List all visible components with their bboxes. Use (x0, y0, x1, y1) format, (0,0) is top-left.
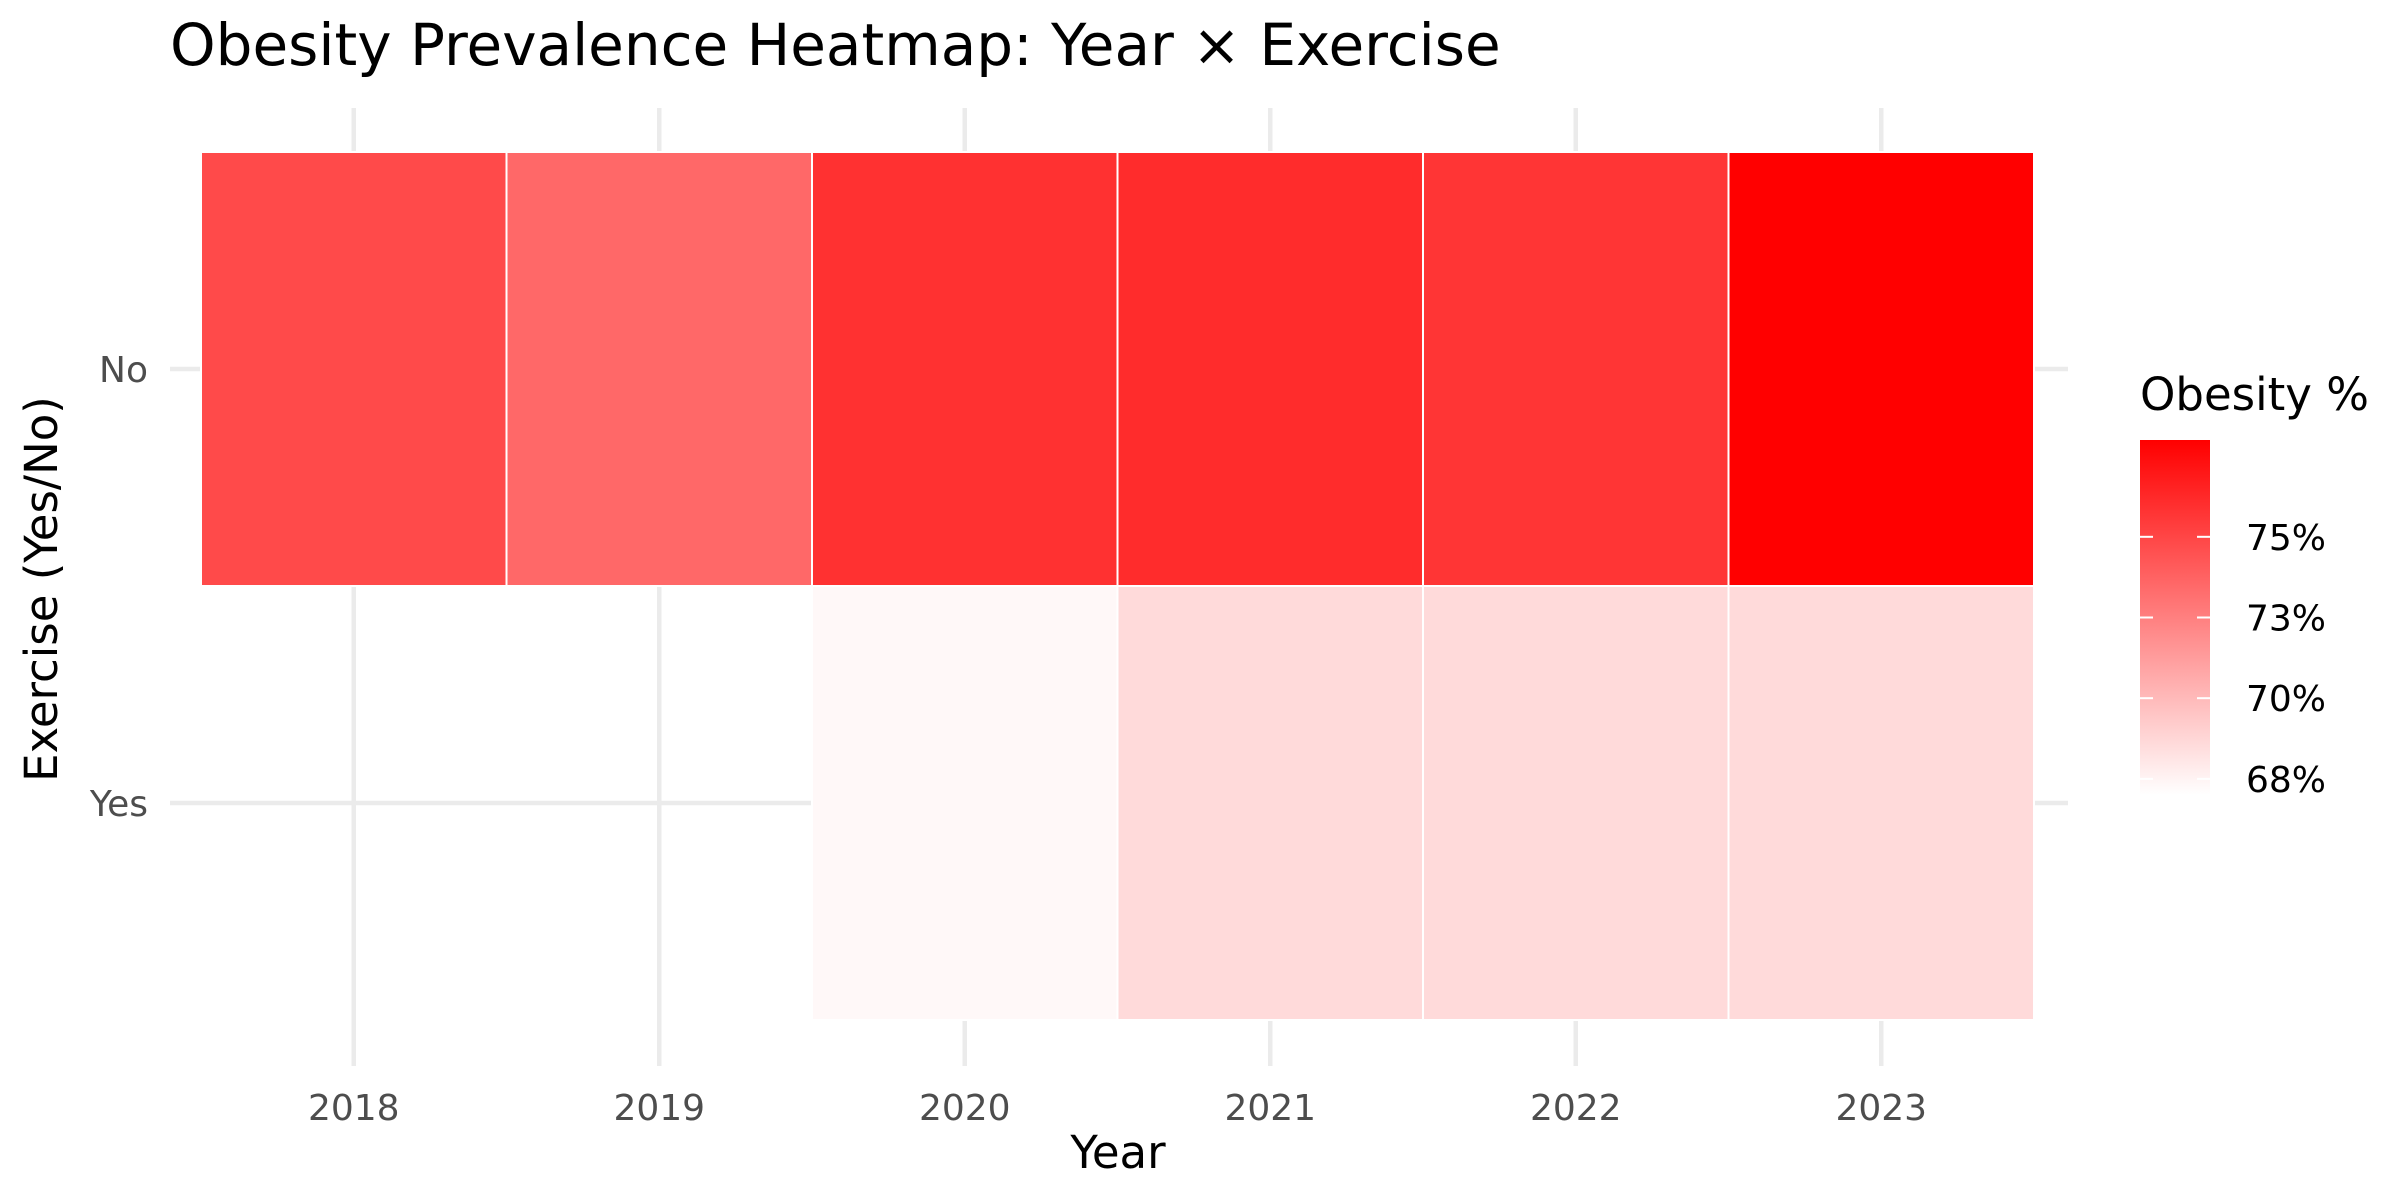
x-tick-label-2020: 2020 (919, 1088, 1011, 1129)
legend-title: Obesity % (2140, 368, 2369, 421)
x-tick-label-2022: 2022 (1530, 1088, 1622, 1129)
heatmap-cell-2018-no (200, 151, 508, 587)
x-tick-label-2019: 2019 (613, 1088, 705, 1129)
heatmap-cell-2019-no (505, 151, 813, 587)
x-tick-label-2018: 2018 (308, 1088, 400, 1129)
x-tick-label-2021: 2021 (1224, 1088, 1316, 1129)
x-axis-ticks: 2018 2019 2020 2021 2022 2023 (308, 1088, 1927, 1129)
y-tick-label-yes: Yes (89, 784, 148, 825)
heatmap-cell-2023-yes (1727, 585, 2035, 1021)
heatmap-cell-2020-no (811, 151, 1119, 587)
legend-tick-label: 73% (2246, 599, 2326, 640)
legend-tick-label: 75% (2246, 518, 2326, 559)
heatmap-cell-2022-yes (1422, 585, 1730, 1021)
y-axis-title: Exercise (Yes/No) (15, 396, 68, 782)
x-axis-title: Year (1069, 1126, 1166, 1179)
legend-tick-label: 68% (2246, 760, 2326, 801)
heatmap-cell-2023-no (1727, 151, 2035, 587)
legend-ticks: 75% 73% 70% 68% (2140, 518, 2326, 801)
heatmap-cell-2021-no (1116, 151, 1424, 587)
y-tick-label-no: No (99, 350, 148, 391)
heatmap-cell-2021-yes (1116, 585, 1424, 1021)
legend: Obesity % 75% 73% 70% 68% (2140, 368, 2369, 801)
heatmap-cells (200, 151, 2035, 1021)
heatmap-cell-2022-no (1422, 151, 1730, 587)
chart-title: Obesity Prevalence Heatmap: Year × Exerc… (170, 11, 1501, 79)
legend-tick-label: 70% (2246, 679, 2326, 720)
heatmap-cell-2020-yes (811, 585, 1119, 1021)
y-axis-ticks: No Yes (89, 350, 148, 825)
x-tick-label-2023: 2023 (1835, 1088, 1927, 1129)
